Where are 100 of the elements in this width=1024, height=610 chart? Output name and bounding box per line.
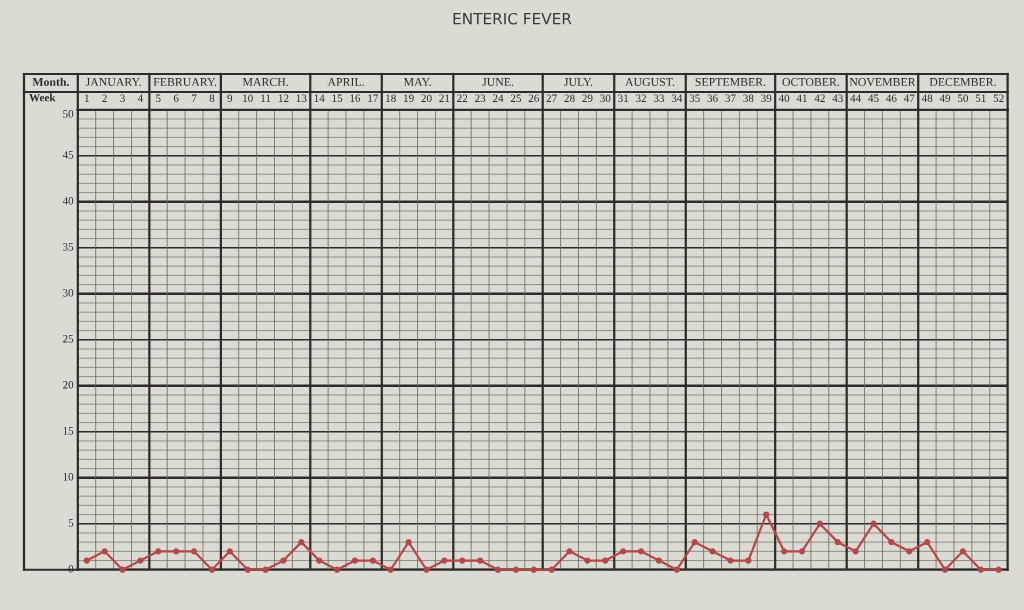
y-tick-label: 10 [63,473,74,481]
point [280,557,287,564]
x-tick-label: 30 [600,94,611,102]
x-tick-label: 22 [457,94,468,102]
point [173,548,180,555]
point [870,520,877,527]
y-tick-label: 50 [63,110,74,118]
x-tick-label: 45 [868,94,879,102]
text: MAY. [403,78,431,87]
point [941,566,949,573]
x-tick-label: 34 [671,94,683,102]
x-tick-label: 29 [582,94,593,102]
y-tick-label: 5 [68,519,74,527]
point [119,566,126,573]
point [244,566,251,573]
x-tick-label: 4 [137,94,144,102]
x-tick-label: 3 [120,94,125,102]
point [423,566,430,573]
point [333,566,341,573]
y-tick-label: 40 [62,197,74,205]
point [745,557,752,564]
text: APRIL. [327,78,364,87]
x-tick-label: 24 [492,94,504,102]
x-tick-label: 31 [618,94,629,102]
y-tick-label: 45 [62,151,74,159]
point [208,566,216,573]
x-tick-label: 14 [314,94,325,102]
x-tick-label: 19 [404,94,414,102]
y-tick-label: 30 [63,289,74,297]
x-tick-label: 50 [958,94,969,102]
point [691,539,698,546]
x-tick-label: 2 [102,94,107,102]
x-tick-label: 18 [386,94,396,102]
x-tick-label: 41 [796,94,807,102]
point [655,557,663,564]
text: Week [29,93,56,102]
point [405,539,412,546]
point [852,548,859,555]
x-tick-label: 25 [510,94,522,102]
x-tick-label: 46 [886,94,897,102]
x-tick-label: 12 [278,94,289,102]
x-tick-label: 21 [439,94,450,102]
point [566,548,573,555]
x-tick-label: 27 [546,94,557,102]
point [673,566,680,573]
point [530,566,537,573]
text: JULY. [564,78,593,87]
point [637,548,645,555]
x-tick-label: 11 [261,94,271,102]
point [155,548,162,555]
x-tick-label: 52 [993,94,1004,102]
point [226,548,233,555]
x-tick-label: 39 [761,94,772,102]
x-tick-label: 6 [173,94,179,102]
x-tick-label: 49 [939,94,951,102]
x-tick-label: 23 [475,94,486,102]
text: Month. [32,77,69,87]
x-tick-label: 16 [350,94,361,102]
x-tick-label: 1 [84,94,89,102]
point [763,511,770,518]
text: OCTOBER. [782,78,840,87]
x-tick-label: 51 [975,94,986,102]
point [477,557,484,564]
x-tick-label: 42 [814,94,825,102]
point [709,548,716,555]
x-tick-label: 32 [636,94,647,102]
x-tick-label: 43 [832,94,843,102]
point [816,520,823,527]
x-tick-label: 26 [528,94,539,102]
point [137,557,144,564]
point [459,557,466,564]
point [888,539,895,546]
point [780,548,788,555]
x-tick-label: 7 [192,94,197,102]
point [83,557,90,564]
point [798,548,806,555]
point [548,566,555,573]
point [351,557,359,564]
text: JANUARY. [85,78,141,87]
x-tick-label: 37 [725,94,736,102]
point [620,548,627,555]
text: JUNE. [482,78,514,87]
x-tick-label: 17 [368,94,379,102]
point [834,539,841,546]
chart-title: ENTERIC FEVER [453,12,572,25]
point [995,566,1002,573]
x-tick-label: 13 [296,94,307,102]
point [369,557,376,564]
text: AUGUST. [625,78,675,87]
point [262,566,269,573]
point [512,566,520,573]
point [494,566,502,573]
x-tick-label: 15 [332,94,343,102]
point [977,566,984,573]
point [959,548,967,555]
point [387,566,394,573]
text: DECEMBER. [929,78,996,87]
x-tick-label: 36 [707,94,718,102]
x-tick-label: 28 [564,94,575,102]
point [906,548,913,555]
